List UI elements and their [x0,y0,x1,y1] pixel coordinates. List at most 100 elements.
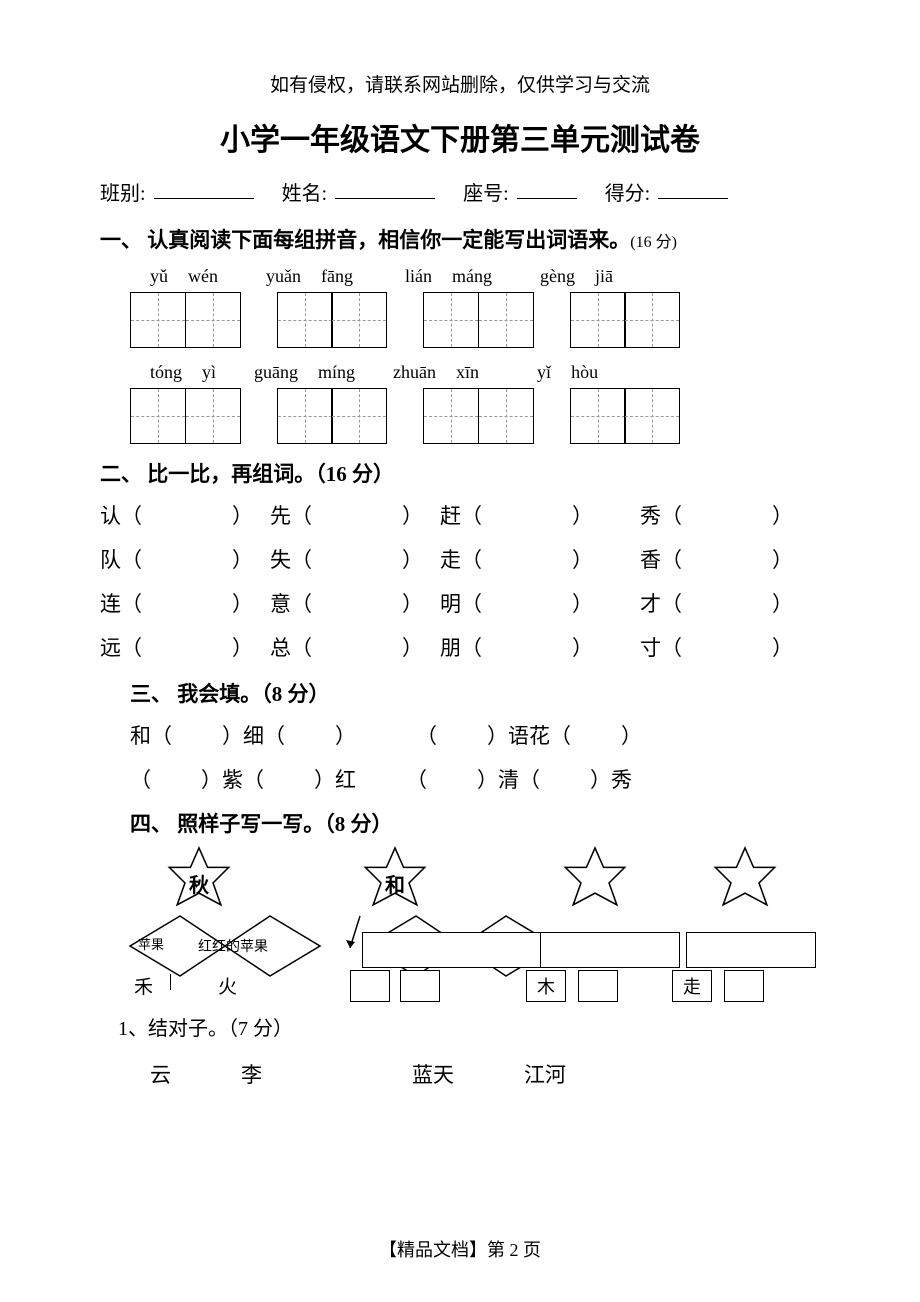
star-shape [556,844,634,922]
tianzi-box[interactable] [130,292,186,348]
pinyin: hòu [571,362,598,383]
tianzi-row-1 [130,292,820,348]
pair-row: 云 李 蓝天 江河 [150,1059,820,1089]
fill-item[interactable]: （）语花（） [416,720,642,750]
compare-item[interactable]: 赶（） [440,500,593,530]
star-shape: 和 [356,844,434,922]
q1-header: 一、 认真阅读下面每组拼音，相信你一定能写出词语来。(16 分) [100,224,820,254]
compare-item[interactable]: 连（） [100,588,253,618]
compare-item[interactable]: 远（） [100,632,253,662]
tianzi-box[interactable] [478,292,534,348]
pinyin: zhuān [393,362,436,383]
fill-item[interactable]: （）清（）秀 [406,764,632,794]
q3-header: 三、 我会填。（8 分） [130,678,820,708]
pinyin: máng [452,266,492,287]
q2-header: 二、 比一比，再组词。（16 分） [100,458,820,488]
compare-item[interactable]: 失（） [270,544,423,574]
tianzi-box[interactable] [624,388,680,444]
compare-row: 连（） 意（） 明（） 才（） [100,588,820,622]
answer-rect[interactable] [540,932,680,968]
student-info-row: 班别: 姓名: 座号: 得分: [100,177,820,206]
pair-item: 蓝天 [412,1059,454,1089]
pinyin: guāng [254,362,298,383]
seat-label: 座号: [463,177,509,206]
score-blank[interactable] [658,177,728,199]
q3-row-2: （）紫（）红 （）清（）秀 [130,764,820,794]
compare-item[interactable]: 朋（） [440,632,593,662]
tianzi-box[interactable] [331,292,387,348]
class-label: 班别: [100,177,146,206]
fill-item[interactable]: （）紫（）红 [130,764,356,794]
answer-box[interactable]: 木 [526,970,566,1002]
compare-item[interactable]: 明（） [440,588,593,618]
tianzi-box[interactable] [277,388,333,444]
pair-item: 李 [241,1059,262,1089]
pinyin-row-1: yǔwén yuǎnfāng liánmáng gèngjiā [150,266,820,287]
compare-item[interactable]: 总（） [270,632,423,662]
tianzi-box[interactable] [570,292,626,348]
pair-item: 云 [150,1059,171,1089]
q2-container: 认（） 先（） 赶（） 秀（） 队（） 失（） 走（） 香（） 连（） 意（） 明（） 才（） 远（） 总… [100,500,820,666]
diamond-text: 红红的苹果 [198,936,268,956]
tianzi-box[interactable] [423,388,479,444]
answer-box[interactable] [350,970,390,1002]
pinyin: gèng [540,266,575,287]
pinyin: wén [188,266,218,287]
tianzi-box[interactable] [423,292,479,348]
q4-header: 四、 照样子写一写。（8 分） [130,808,820,838]
compare-item[interactable]: 认（） [100,500,253,530]
compare-item[interactable]: 香（） [640,544,793,574]
star-text: 秋 [189,869,209,898]
pinyin: tóng [150,362,182,383]
class-blank[interactable] [154,177,254,199]
compare-item[interactable]: 意（） [270,588,423,618]
compare-item[interactable]: 寸（） [640,632,793,662]
divider-line [170,974,171,990]
q3-row-1: 和（）细（） （）语花（） [130,720,820,750]
diamond-label: 苹果 [138,934,164,953]
seat-blank[interactable] [517,177,577,199]
name-blank[interactable] [335,177,435,199]
char-label: 火 [218,972,237,999]
score-label: 得分: [605,177,651,206]
pinyin: yuǎn [266,266,301,287]
tianzi-row-2 [130,388,820,444]
compare-item[interactable]: 走（） [440,544,593,574]
answer-rect[interactable] [362,932,542,968]
answer-box[interactable] [724,970,764,1002]
compare-item[interactable]: 才（） [640,588,793,618]
pinyin: yǐ [537,362,551,383]
pinyin: yǔ [150,266,168,287]
tianzi-box[interactable] [277,292,333,348]
compare-row: 队（） 失（） 走（） 香（） [100,544,820,578]
compare-item[interactable]: 队（） [100,544,253,574]
answer-rect[interactable] [686,932,816,968]
answer-box[interactable] [400,970,440,1002]
tianzi-box[interactable] [570,388,626,444]
pinyin: míng [318,362,355,383]
compare-row: 认（） 先（） 赶（） 秀（） [100,500,820,534]
compare-item[interactable]: 秀（） [640,500,793,530]
q1-header-text: 一、 认真阅读下面每组拼音，相信你一定能写出词语来。 [100,228,630,252]
tianzi-box[interactable] [185,388,241,444]
star-shape: 秋 [160,844,238,922]
tianzi-box[interactable] [130,388,186,444]
pinyin: xīn [456,362,479,383]
tianzi-box[interactable] [331,388,387,444]
answer-box[interactable] [578,970,618,1002]
fill-item[interactable]: 和（）细（） [130,720,356,750]
page-footer: 【精品文档】第 2 页 [0,1236,920,1262]
q1-points: (16 分) [630,234,677,251]
tianzi-box[interactable] [185,292,241,348]
tianzi-box[interactable] [478,388,534,444]
page-title: 小学一年级语文下册第三单元测试卷 [100,115,820,159]
name-label: 姓名: [282,177,328,206]
pinyin: yì [202,362,216,383]
tianzi-box[interactable] [624,292,680,348]
compare-row: 远（） 总（） 朋（） 寸（） [100,632,820,666]
pinyin: lián [405,266,432,287]
diamond-shape: 苹果 红红的苹果 [120,912,330,980]
answer-box[interactable]: 走 [672,970,712,1002]
compare-item[interactable]: 先（） [270,500,423,530]
pinyin: jiā [595,266,613,287]
